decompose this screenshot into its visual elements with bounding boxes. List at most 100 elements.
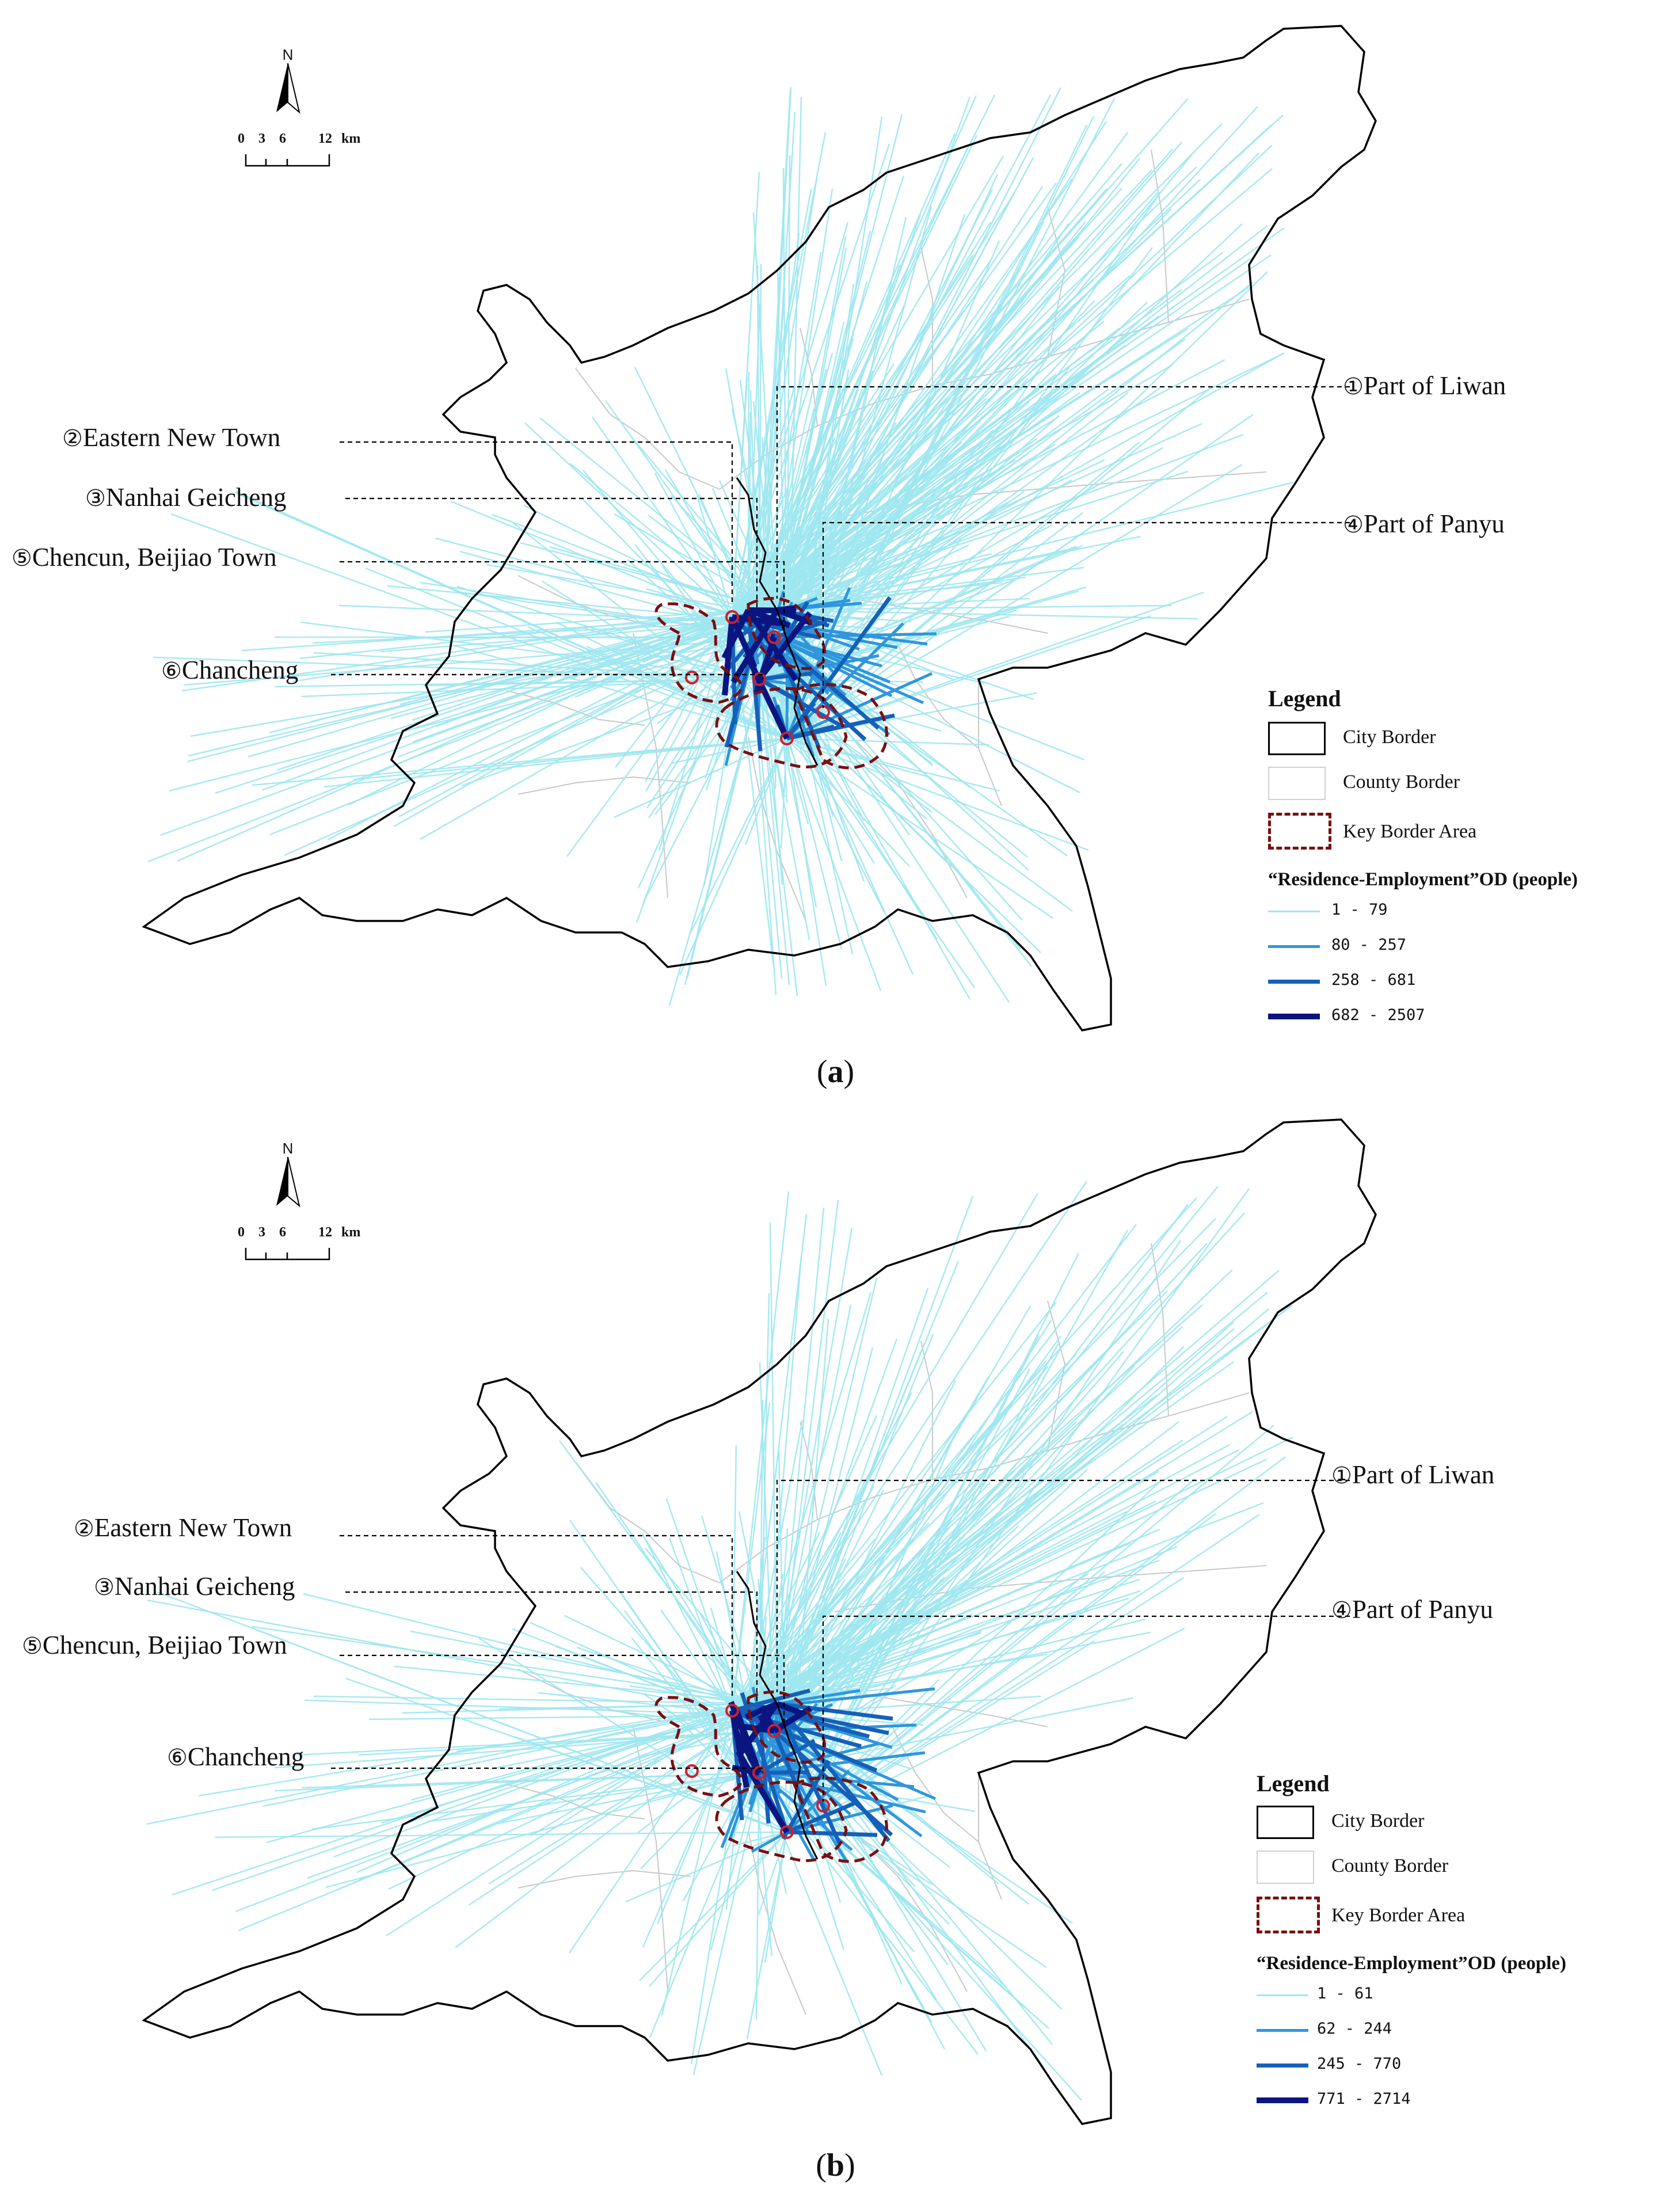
od-flow-line	[759, 186, 1044, 622]
county-border-swatch	[1268, 767, 1326, 800]
callout-leader-line	[331, 673, 764, 679]
od-flow-line	[773, 1196, 974, 1731]
callout-leader-line	[340, 441, 733, 604]
od-flow-line	[744, 738, 788, 846]
od-flow-line	[731, 1181, 1088, 1711]
od-class-2-label: 80 - 257	[1331, 936, 1407, 954]
callout-number: ⑤	[22, 1633, 43, 1659]
county-border-line	[892, 1726, 979, 1842]
od-flow-line	[699, 1612, 749, 1704]
callout-label: Part of Panyu	[1352, 1595, 1493, 1624]
od-flow-line	[759, 1346, 1185, 1773]
od-flow-line	[773, 265, 901, 638]
od-flow-line	[747, 610, 914, 975]
od-flow-line	[748, 1290, 1168, 1704]
od-flow-line	[566, 610, 749, 857]
od-flow-line	[393, 609, 778, 828]
od-flow-line	[759, 1751, 926, 1775]
od-flow-line	[748, 227, 1285, 611]
od-flow-line	[759, 1772, 1047, 1969]
od-flow-line	[786, 737, 1089, 851]
od-flow-line	[486, 564, 749, 611]
od-flow-line	[730, 608, 780, 684]
county-border-line	[633, 1726, 668, 1992]
callout-label: Part of Liwan	[1363, 371, 1506, 400]
callout-leader-line	[331, 1767, 764, 1773]
map-legend: Legend City Border County Border Key Bor…	[1268, 685, 1659, 1030]
od-flow-line	[301, 678, 760, 698]
od-class-4-label: 682 - 2507	[1331, 1006, 1425, 1024]
north-arrow: N	[271, 1140, 305, 1214]
od-flow-line	[746, 657, 790, 740]
callout-leader-line	[340, 561, 785, 633]
key-border-area-outline	[715, 1780, 848, 1863]
map-panel-b: N 0 3 6 12 km ①Part of Liwan ②Eastern Ne…	[0, 1094, 1671, 2187]
inner-city-border	[736, 477, 819, 766]
od-flow-line	[786, 615, 1151, 740]
od-flow-line	[235, 1703, 778, 1913]
od-flow-line	[732, 1444, 1230, 1712]
key-border-area-outline	[715, 687, 848, 769]
key-area-marker	[780, 732, 794, 745]
od-flow-line	[497, 1772, 760, 1825]
county-border-line	[892, 633, 979, 749]
od-flow-line	[731, 363, 895, 618]
od-flow-line	[786, 413, 1254, 740]
od-flow-line	[748, 607, 797, 614]
callout-eastern-new-town: ②Eastern New Town	[74, 1515, 292, 1541]
od-flow-line	[775, 1703, 779, 1790]
callout-label: Nanhai Geicheng	[114, 1572, 295, 1601]
od-flow-line	[732, 123, 1223, 618]
od-flow-line	[759, 459, 1105, 623]
od-flow-line	[786, 738, 882, 991]
legend-od-title: “Residence-Employment”OD (people)	[1268, 869, 1578, 890]
od-flow-line	[356, 1710, 733, 1874]
od-flow-line	[770, 633, 775, 640]
callout-part-of-panyu: ④Part of Panyu	[1343, 511, 1505, 537]
od-flow-line	[729, 1710, 749, 1788]
od-flow-line	[157, 1591, 787, 1833]
callout-label: Eastern New Town	[82, 423, 281, 452]
od-flow-line	[757, 611, 812, 682]
panel-caption: (b)	[0, 2147, 1671, 2184]
key-border-area-swatch	[1257, 1897, 1320, 1933]
scale-tick-6: 6	[279, 131, 286, 146]
od-flow-line	[785, 701, 816, 740]
callout-leader-line	[340, 1654, 785, 1727]
od-flow-line	[394, 1665, 778, 1705]
key-border-area-swatch	[1268, 813, 1331, 850]
od-flow-line	[623, 1610, 788, 1833]
od-flow-line	[759, 432, 768, 622]
key-area-marker	[752, 1766, 766, 1780]
od-flow-line	[450, 500, 733, 618]
od-flow-line	[786, 713, 895, 741]
od-flow-line	[732, 1436, 1293, 1712]
county-border-line	[1047, 1300, 1066, 1451]
od-flow-line	[572, 616, 733, 679]
od-flow-line	[732, 1474, 950, 1711]
od-flow-line	[747, 182, 1057, 611]
scale-unit: km	[341, 131, 361, 146]
od-flow-line	[732, 1510, 1128, 1712]
od-flow-line	[774, 1730, 950, 1868]
od-flow-line	[786, 738, 910, 867]
od-class-4-label: 771 - 2714	[1317, 2090, 1411, 2108]
panel-caption: (a)	[0, 1053, 1671, 1090]
callout-leader-lines	[331, 1479, 1350, 1802]
od-flow-line	[776, 1410, 1254, 1705]
od-flow-line	[776, 1343, 926, 1704]
od-flow-line	[327, 609, 778, 841]
od-flow-line	[776, 454, 824, 611]
od-flow-line	[785, 587, 851, 739]
od-flow-line	[732, 1831, 787, 1847]
od-flow-line	[539, 417, 778, 611]
callout-leader-line	[776, 1479, 1350, 1692]
od-flow-line	[284, 636, 775, 856]
callout-number: ④	[1331, 1597, 1352, 1623]
od-flow-line	[748, 604, 1172, 611]
od-flow-line	[661, 1710, 733, 2016]
callout-number: ①	[1343, 374, 1364, 399]
callout-number: ④	[1343, 512, 1364, 538]
od-flow-line	[759, 90, 791, 622]
legend-city-border: City Border	[1331, 1810, 1425, 1832]
